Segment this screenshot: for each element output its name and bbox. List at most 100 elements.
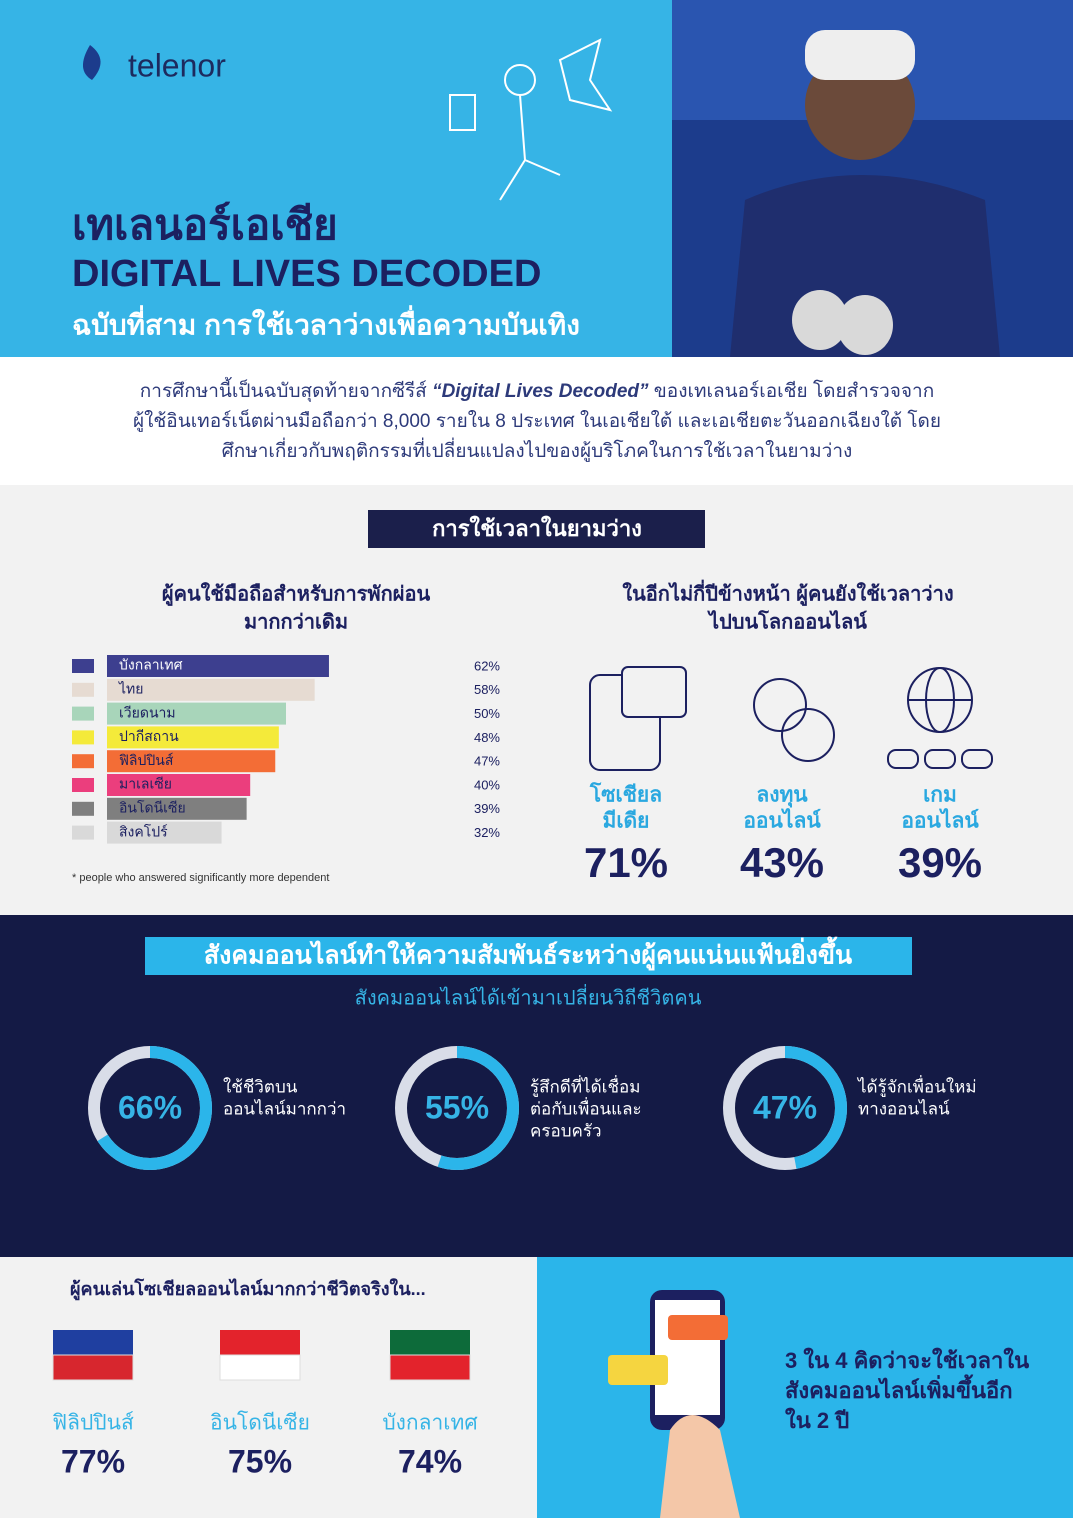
intro-text: ของเทเลนอร์เอเชีย โดยสำรวจจาก (649, 379, 935, 402)
country-name: ฟิลิปปินส์ (52, 1411, 134, 1435)
intro-text: การศึกษานี้เป็นฉบับสุดท้ายจากซีรีส์ (140, 377, 432, 403)
intro-line: ศึกษาเกี่ยวกับพฤติกรรมที่เปลี่ยนแปลงไปขอ… (222, 437, 853, 462)
ring-arc (723, 1046, 847, 1170)
ring-text: ได้รู้จักเพื่อนใหม่ (856, 1074, 977, 1097)
ring-text: ครอบครัว (530, 1121, 602, 1140)
banner-box (145, 937, 912, 975)
title-en: DIGITAL LIVES DECODED (72, 253, 541, 295)
icons (589, 666, 993, 771)
bottom-right-bg (537, 1257, 1073, 1518)
bar-label: บังกลาเทศ (119, 657, 183, 673)
bottom-left-bg (0, 1257, 537, 1518)
flag (389, 1354, 471, 1381)
ring-text: ต่อกับเพื่อนและ (530, 1096, 642, 1118)
flag (53, 1330, 133, 1355)
bar-label: มาเลเซีย (119, 776, 172, 792)
flag (220, 1330, 300, 1355)
right-text: 3 ใน 4 คิดว่าจะใช้เวลาใน (785, 1347, 1029, 1373)
bar (107, 702, 286, 725)
value-label: 62% (474, 658, 500, 673)
chart-title: ผู้คนใช้มือถือสำหรับการพักผ่อน (162, 581, 431, 607)
online-label: ออนไลน์ (901, 808, 979, 833)
heading-box (368, 510, 705, 548)
chat-bubble (608, 1355, 668, 1385)
online-label: โซเชียล (589, 782, 662, 807)
chat-bubble (668, 1315, 728, 1340)
photo-headset (805, 30, 915, 80)
photo-controller (792, 290, 848, 350)
bar (107, 678, 315, 701)
photo-controller (837, 295, 893, 355)
bar (107, 821, 222, 844)
right-text: สังคมออนไลน์เพิ่มขึ้นอีก (785, 1374, 1013, 1403)
ring-text: ใช้ชีวิตบน (223, 1076, 298, 1096)
bar-label: ไทย (118, 681, 143, 697)
online-value: 43% (740, 839, 824, 886)
ring-text: ทางออนไลน์ (858, 1098, 950, 1118)
bottom-title: ผู้คนเล่นโซเชียลออนไลน์มากกว่าชีวิตจริงใ… (70, 1278, 426, 1301)
intro-line: ผู้ใช้อินเทอร์เน็ตผ่านมือถือกว่า 8,000 ร… (133, 408, 941, 432)
doodle (449, 38, 613, 201)
bar (107, 750, 276, 773)
flag (72, 801, 94, 816)
bar (107, 774, 251, 796)
flag (219, 1354, 301, 1381)
section-heading: การใช้เวลาในยามว่าง (432, 515, 642, 541)
flag (52, 1354, 134, 1381)
hand (660, 1415, 740, 1518)
bar-label: อินโดนีเซีย (119, 800, 186, 816)
logo-mark (82, 45, 101, 80)
bar-label: เวียดนาม (119, 704, 176, 720)
country-value: 75% (228, 1443, 292, 1479)
ring-value: 47% (753, 1089, 817, 1125)
value-label: 40% (474, 777, 500, 792)
flag (72, 778, 94, 792)
flag (72, 659, 94, 673)
online-label: มีเดีย (603, 809, 650, 833)
flag (72, 706, 94, 721)
country-name: อินโดนีเซีย (210, 1411, 310, 1435)
country-value: 77% (61, 1443, 125, 1479)
bar-label: ฟิลิปปินส์ (119, 752, 174, 768)
title: เทเลนอร์เอเชีย (72, 201, 338, 248)
value-label: 39% (474, 801, 500, 816)
value-label: 47% (474, 754, 500, 769)
flag (72, 682, 94, 697)
social-subtitle: สังคมออนไลน์ได้เข้ามาเปลี่ยนวิถีชีวิตคน (355, 983, 702, 1009)
ring-text: รู้สึกดีที่ได้เชื่อม (530, 1074, 640, 1097)
subtitle: ฉบับที่สาม การใช้เวลาว่างเพื่อความบันเทิ… (72, 304, 580, 340)
value-label: 58% (474, 682, 500, 697)
country-name: บังกลาเทศ (382, 1412, 478, 1435)
online-value: 71% (584, 839, 668, 886)
banner: สังคมออนไลน์ทำให้ความสัมพันธ์ระหว่างผู้ค… (204, 936, 852, 972)
value-label: 48% (474, 730, 500, 745)
bar (107, 726, 279, 749)
online-title: ในอีกไม่กี่ปีข้างหน้า ผู้คนยังใช้เวลาว่า… (622, 578, 953, 607)
flag (72, 754, 94, 769)
ring-arc (88, 1046, 212, 1170)
bar-label: ปากีสถาน (119, 728, 179, 744)
bar (107, 655, 329, 677)
online-label: เกม (923, 784, 957, 807)
flag (72, 730, 94, 745)
flag (72, 825, 94, 840)
chart-note: * people who answered significantly more… (72, 872, 329, 884)
value-label: 32% (474, 825, 500, 840)
ring-value: 66% (118, 1089, 182, 1125)
intro-bg (0, 357, 1073, 485)
chart-title: มากกว่าเดิม (244, 611, 348, 633)
online-label: ออนไลน์ (743, 808, 821, 833)
ring-text: ออนไลน์มากกว่า (223, 1098, 346, 1118)
flag (390, 1330, 470, 1355)
ring-arc (395, 1046, 519, 1170)
intro-line: การศึกษานี้เป็นฉบับสุดท้ายจากซีรีส์ “Dig… (140, 377, 934, 403)
online-value: 39% (898, 839, 982, 886)
bar (107, 797, 247, 820)
online-title: ไปบนโลกออนไลน์ (707, 609, 867, 633)
logo: telenor (128, 47, 226, 83)
online-label: ลงทุน (756, 784, 808, 809)
bar-label: สิงคโปร์ (119, 823, 168, 839)
intro-series: “Digital Lives Decoded” (432, 381, 649, 402)
